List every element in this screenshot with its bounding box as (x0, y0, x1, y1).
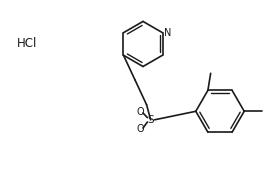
Text: N: N (164, 28, 172, 38)
Text: S: S (147, 115, 154, 125)
Text: HCl: HCl (16, 38, 37, 51)
Text: O: O (136, 124, 144, 134)
Text: O: O (136, 107, 144, 117)
